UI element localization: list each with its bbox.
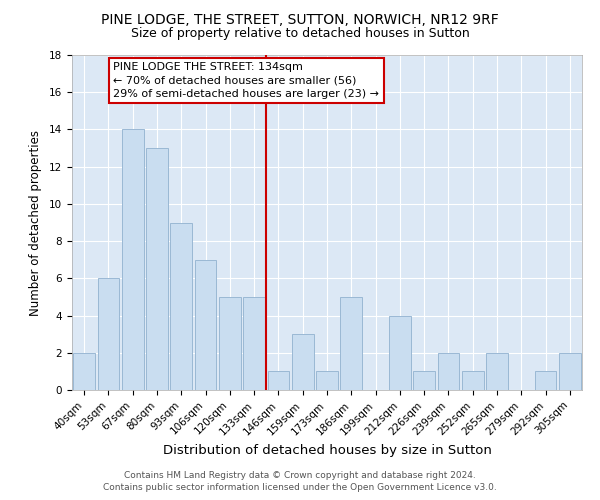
Bar: [243, 297, 265, 390]
Bar: [73, 353, 95, 390]
Text: Contains HM Land Registry data © Crown copyright and database right 2024.
Contai: Contains HM Land Registry data © Crown c…: [103, 471, 497, 492]
Bar: [413, 372, 435, 390]
Bar: [219, 297, 241, 390]
Bar: [316, 372, 338, 390]
Bar: [194, 260, 217, 390]
Bar: [122, 130, 143, 390]
Y-axis label: Number of detached properties: Number of detached properties: [29, 130, 42, 316]
Bar: [559, 353, 581, 390]
Bar: [486, 353, 508, 390]
Bar: [146, 148, 168, 390]
Bar: [340, 297, 362, 390]
Bar: [170, 222, 192, 390]
Text: Size of property relative to detached houses in Sutton: Size of property relative to detached ho…: [131, 28, 469, 40]
Bar: [389, 316, 411, 390]
Bar: [268, 372, 289, 390]
X-axis label: Distribution of detached houses by size in Sutton: Distribution of detached houses by size …: [163, 444, 491, 456]
Text: PINE LODGE, THE STREET, SUTTON, NORWICH, NR12 9RF: PINE LODGE, THE STREET, SUTTON, NORWICH,…: [101, 12, 499, 26]
Bar: [437, 353, 460, 390]
Text: PINE LODGE THE STREET: 134sqm
← 70% of detached houses are smaller (56)
29% of s: PINE LODGE THE STREET: 134sqm ← 70% of d…: [113, 62, 379, 99]
Bar: [535, 372, 556, 390]
Bar: [462, 372, 484, 390]
Bar: [292, 334, 314, 390]
Bar: [97, 278, 119, 390]
